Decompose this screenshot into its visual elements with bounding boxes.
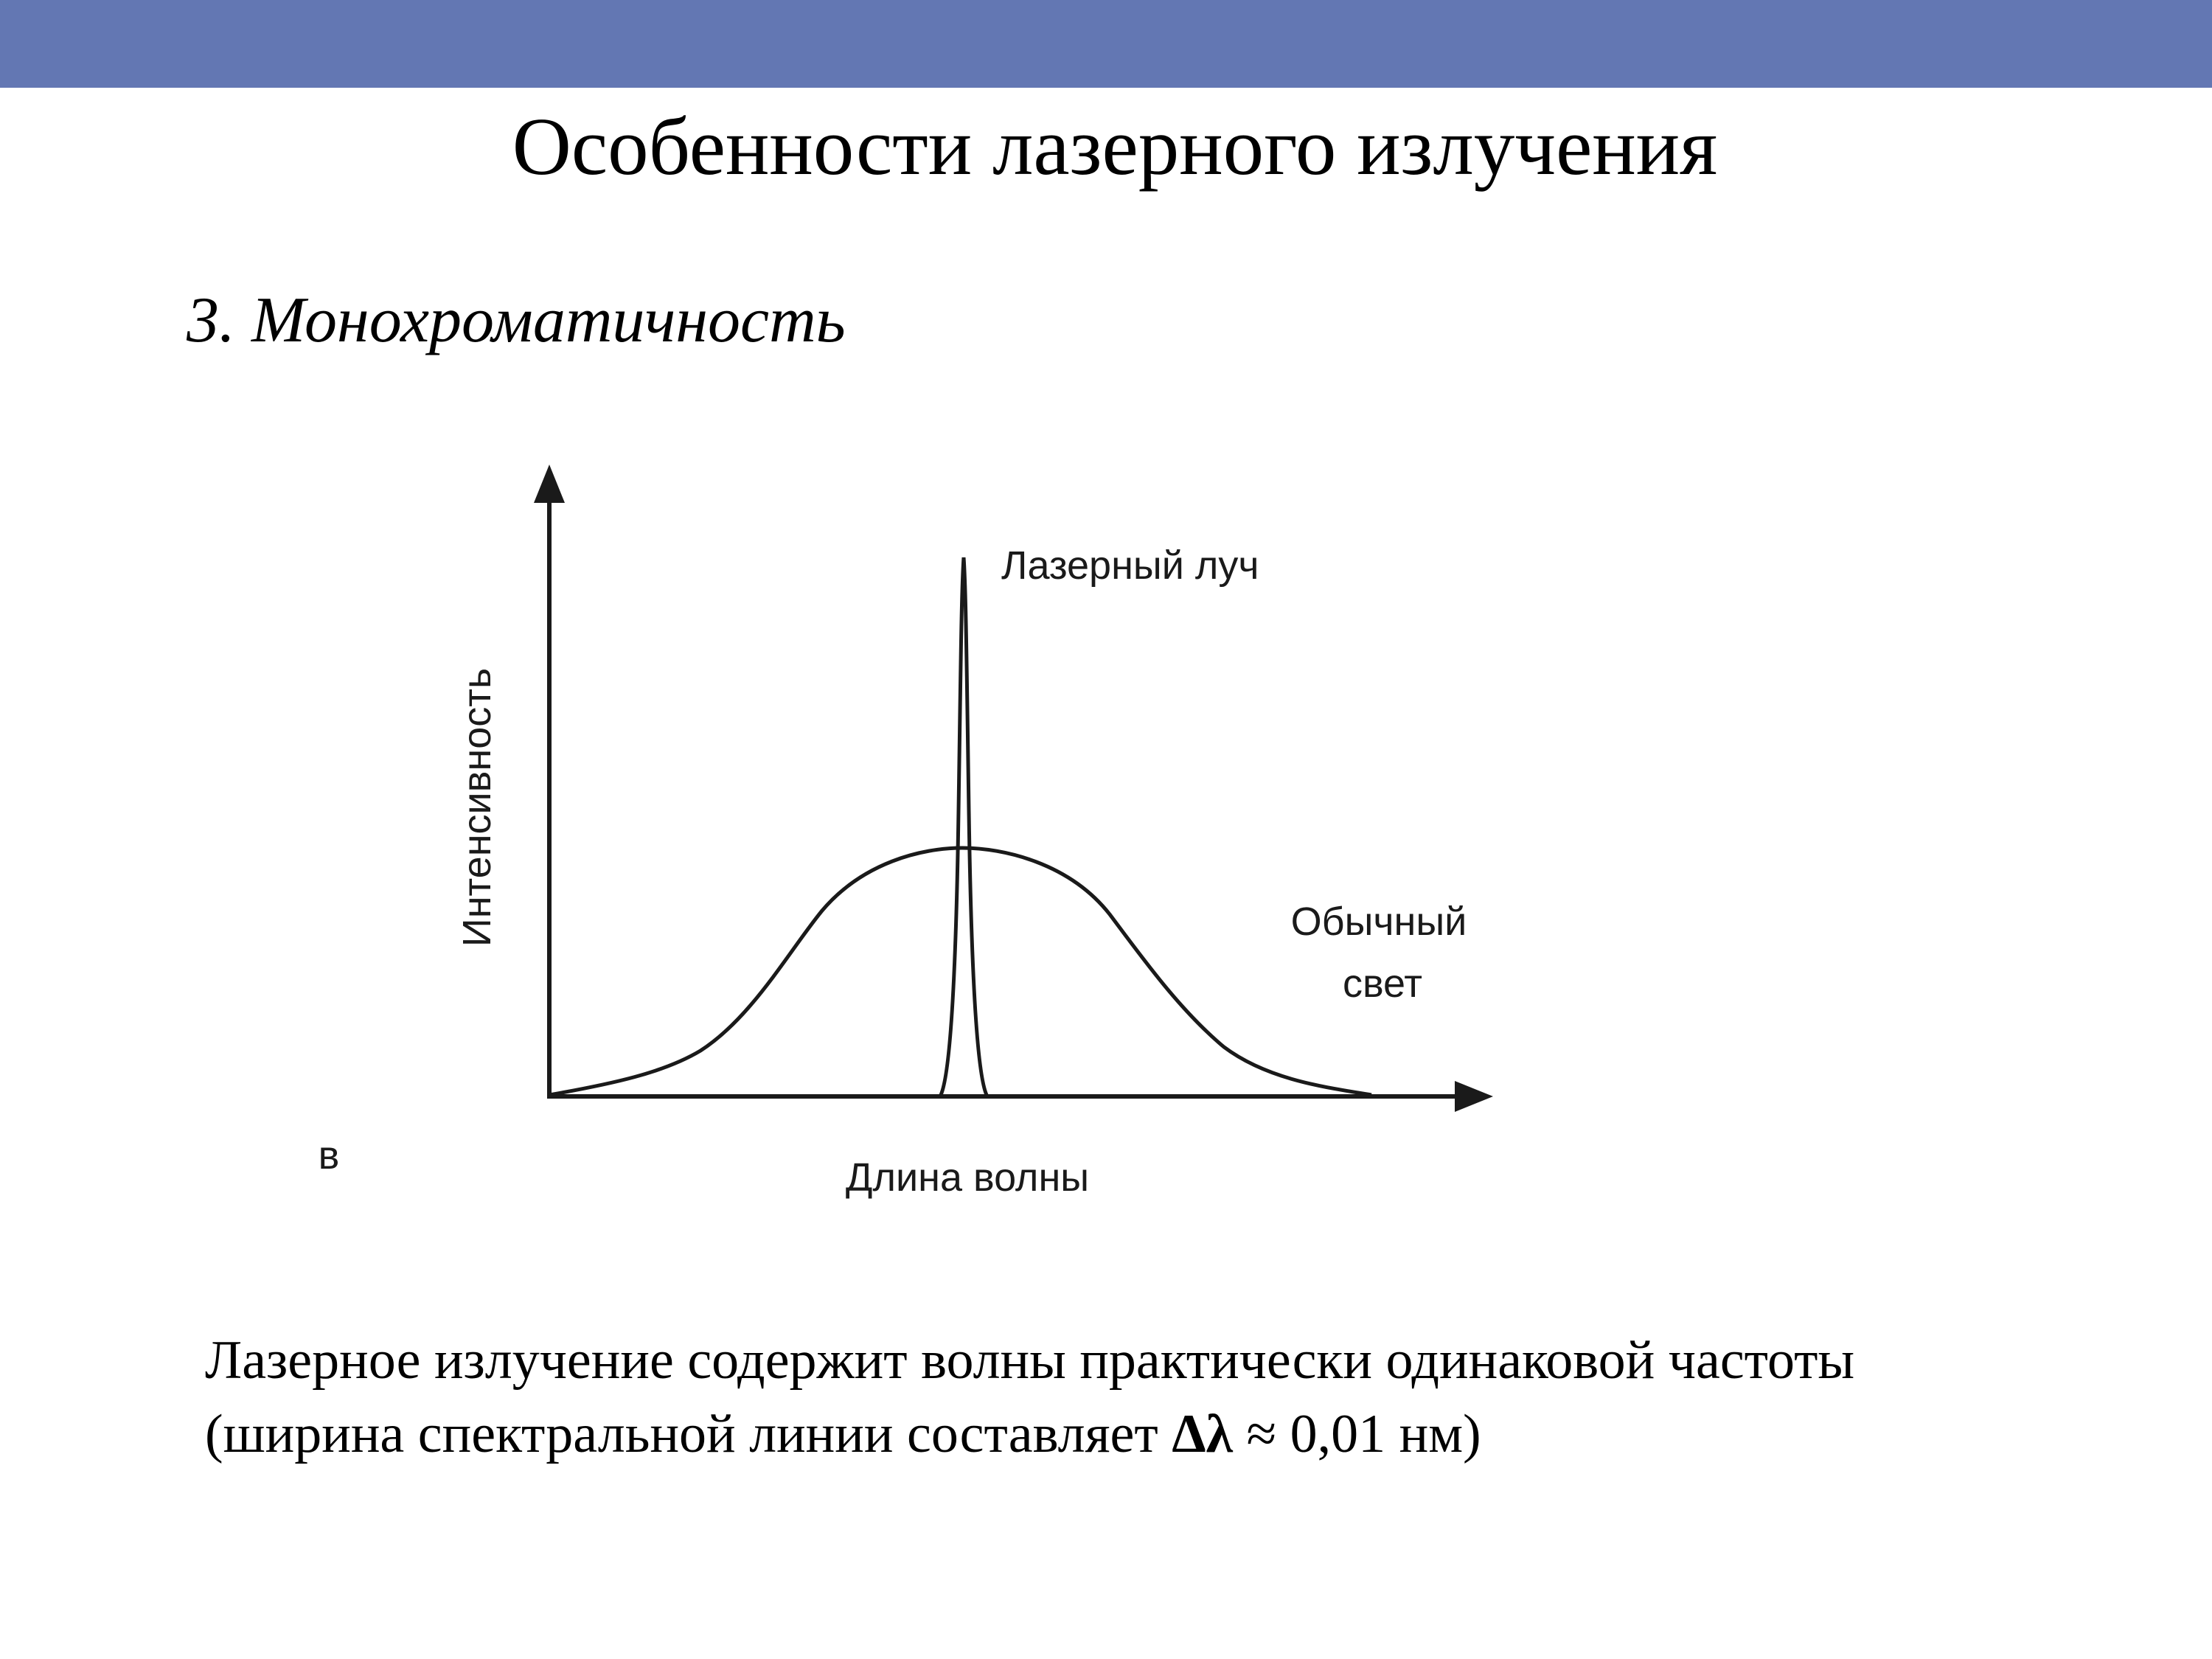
caption-line-2: (ширина спектральной линии составляет Δλ… bbox=[205, 1397, 1854, 1471]
panel-letter: в bbox=[319, 1133, 340, 1178]
page-title: Особенности лазерного излучения bbox=[512, 102, 1718, 192]
section-subtitle: 3. Монохроматичность bbox=[187, 285, 846, 356]
x-axis-arrow bbox=[1455, 1081, 1493, 1112]
caption-line-2-prefix: (ширина спектральной линии составляет bbox=[205, 1404, 1172, 1464]
laser-beam-label: Лазерный луч bbox=[1001, 543, 1259, 588]
y-axis-arrow bbox=[534, 465, 565, 503]
caption-line-1: Лазерное излучение содержит волны практи… bbox=[205, 1330, 1855, 1391]
y-axis-label: Интенсивность bbox=[455, 668, 499, 947]
caption-line-2-suffix: ≈ 0,01 нм) bbox=[1232, 1404, 1481, 1464]
header-bar bbox=[0, 0, 2212, 88]
ordinary-light-label-line1: Обычный bbox=[1291, 900, 1467, 944]
caption: Лазерное излучение содержит волны практи… bbox=[205, 1324, 1854, 1471]
ordinary-light-curve bbox=[549, 846, 1372, 1097]
delta-lambda-symbol: Δλ bbox=[1172, 1404, 1233, 1464]
ordinary-light-label-line2: свет bbox=[1343, 961, 1422, 1006]
laser-beam-peak bbox=[938, 557, 990, 1098]
x-axis-label: Длина волны bbox=[846, 1155, 1089, 1200]
